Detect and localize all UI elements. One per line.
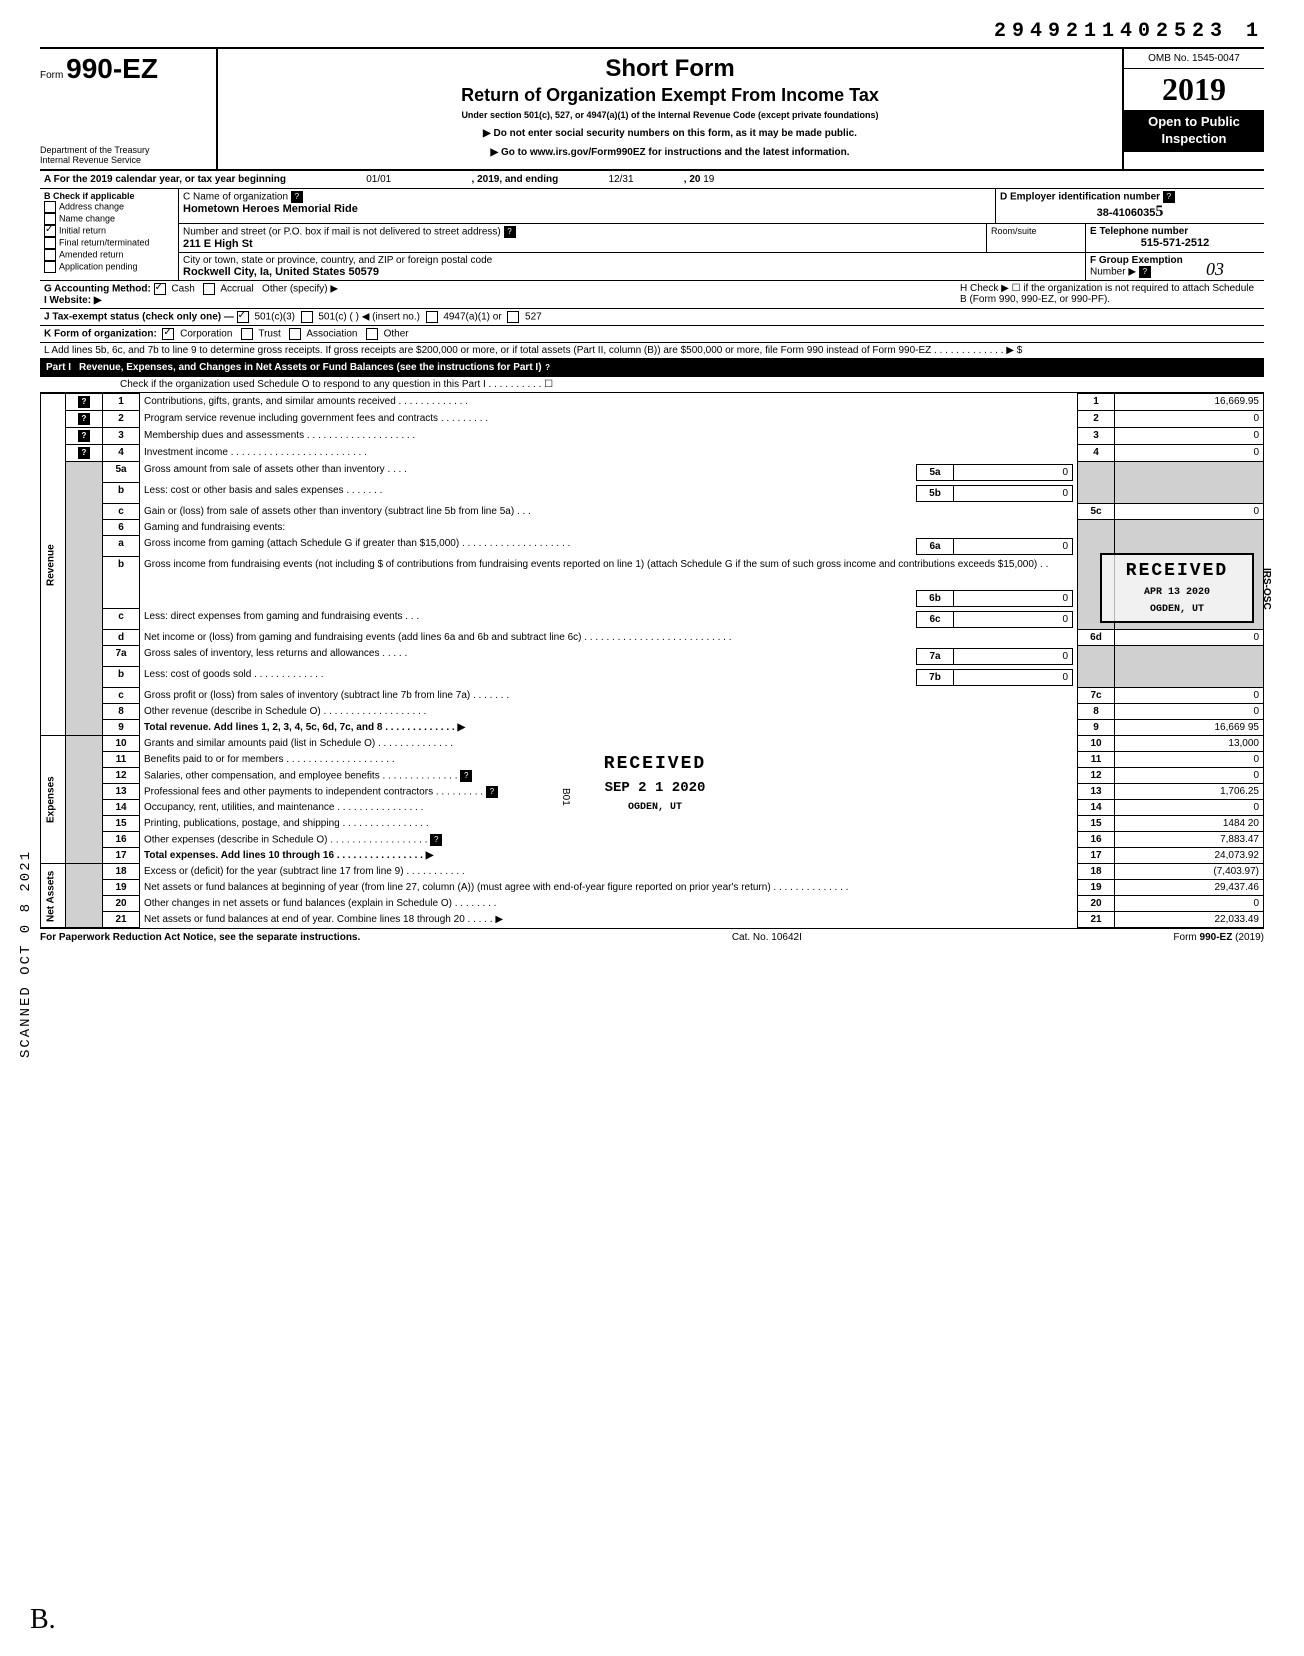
chk-527[interactable] (507, 311, 519, 323)
chk-application-pending[interactable] (44, 261, 56, 273)
initial-b: B. (30, 1604, 56, 1636)
document-number: 2949211402523 1 (40, 20, 1264, 43)
label-room: Room/suite (987, 224, 1086, 252)
address-value: 211 E High St (183, 238, 982, 250)
chk-trust[interactable] (241, 328, 253, 340)
title-short-form: Short Form (226, 55, 1114, 83)
scanned-stamp: SCANNED OCT 0 8 2021 (18, 850, 34, 1058)
label-address: Number and street (or P.O. box if mail i… (183, 227, 501, 238)
help-icon[interactable]: ? (291, 191, 303, 203)
chk-final-return[interactable] (44, 237, 56, 249)
footer-paperwork: For Paperwork Reduction Act Notice, see … (40, 932, 360, 943)
help-icon[interactable]: ? (1163, 191, 1175, 203)
instruction-ssn: ▶ Do not enter social security numbers o… (226, 128, 1114, 139)
title-section: Under section 501(c), 527, or 4947(a)(1)… (226, 110, 1114, 120)
open-to-public: Open to Public (1126, 114, 1262, 131)
label-org-name: C Name of organization (183, 192, 288, 203)
chk-association[interactable] (289, 328, 301, 340)
line-1-desc: Contributions, gifts, grants, and simila… (140, 394, 1078, 411)
column-b-checkboxes: B Check if applicable Address change Nam… (40, 189, 179, 280)
chk-501c3[interactable] (237, 311, 249, 323)
line-h-schedule-b: H Check ▶ ☐ if the organization is not r… (960, 283, 1260, 306)
chk-initial-return[interactable] (44, 225, 56, 237)
instruction-website: ▶ Go to www.irs.gov/Form990EZ for instru… (226, 147, 1114, 158)
side-label-netassets: Net Assets (41, 864, 66, 928)
stamp-irs-osc: IRS-OSC (1261, 568, 1272, 610)
label-phone: E Telephone number (1090, 226, 1188, 237)
side-label-expenses: Expenses (41, 736, 66, 864)
chk-amended[interactable] (44, 249, 56, 261)
line-1-value: 16,669.95 (1115, 394, 1264, 411)
line-a-tax-year: A For the 2019 calendar year, or tax yea… (40, 171, 1264, 189)
stamp-received-sep: RECEIVED SEP 2 1 2020 OGDEN, UT (570, 748, 740, 819)
help-icon[interactable]: ? (1139, 266, 1151, 278)
line-j-tax-exempt: J Tax-exempt status (check only one) — 5… (40, 309, 1264, 326)
omb-number: OMB No. 1545-0047 (1124, 49, 1264, 69)
side-label-revenue: Revenue (41, 394, 66, 736)
col-b-header: B Check if applicable (44, 191, 135, 201)
label-website: I Website: ▶ (44, 295, 102, 306)
part-1-header: Part I Revenue, Expenses, and Changes in… (40, 359, 1264, 377)
help-icon[interactable]: ? (504, 226, 516, 238)
stamp-received-apr: RECEIVED APR 13 2020 OGDEN, UT (1100, 553, 1254, 623)
city-value: Rockwell City, Ia, United States 50579 (183, 266, 1081, 278)
line-l-gross-receipts: L Add lines 5b, 6c, and 7b to line 9 to … (40, 343, 1264, 359)
chk-other-org[interactable] (366, 328, 378, 340)
handwritten-03: 03 (1206, 259, 1224, 280)
chk-corporation[interactable] (162, 328, 174, 340)
form-number: 990-EZ (66, 53, 158, 84)
label-city: City or town, state or province, country… (183, 255, 492, 266)
label-accounting-method: G Accounting Method: (44, 284, 151, 295)
footer-cat-no: Cat. No. 10642I (732, 932, 802, 943)
label-group-exemption: F Group Exemption (1090, 255, 1183, 266)
help-icon[interactable]: ? (542, 362, 554, 374)
form-prefix: Form (40, 70, 63, 81)
footer: For Paperwork Reduction Act Notice, see … (40, 928, 1264, 943)
phone-value: 515-571-2512 (1090, 237, 1260, 249)
form-header: Form 990-EZ Department of the Treasury I… (40, 47, 1264, 171)
inspection: Inspection (1126, 131, 1262, 148)
ein-hand-suffix: 5 (1155, 203, 1163, 220)
chk-501c[interactable] (301, 311, 313, 323)
chk-cash[interactable] (154, 283, 166, 295)
chk-address-change[interactable] (44, 201, 56, 213)
line-k-form-org: K Form of organization: Corporation Trus… (40, 326, 1264, 343)
label-number: Number ▶ (1090, 267, 1136, 278)
part-1-check-line: Check if the organization used Schedule … (40, 377, 1264, 393)
tax-year: 2019 (1124, 69, 1264, 110)
org-name-value: Hometown Heroes Memorial Ride (183, 203, 991, 215)
label-ein: D Employer identification number (1000, 192, 1160, 203)
stamp-b01: B01 (560, 788, 571, 806)
chk-accrual[interactable] (203, 283, 215, 295)
part-1-table: Revenue ?1 Contributions, gifts, grants,… (40, 393, 1264, 928)
title-return: Return of Organization Exempt From Incom… (226, 85, 1114, 106)
dept-irs: Internal Revenue Service (40, 155, 210, 165)
chk-4947a1[interactable] (426, 311, 438, 323)
footer-form: Form 990-EZ (2019) (1173, 932, 1264, 943)
dept-treasury: Department of the Treasury (40, 145, 210, 155)
ein-value: 38-4106035 (1097, 207, 1156, 219)
